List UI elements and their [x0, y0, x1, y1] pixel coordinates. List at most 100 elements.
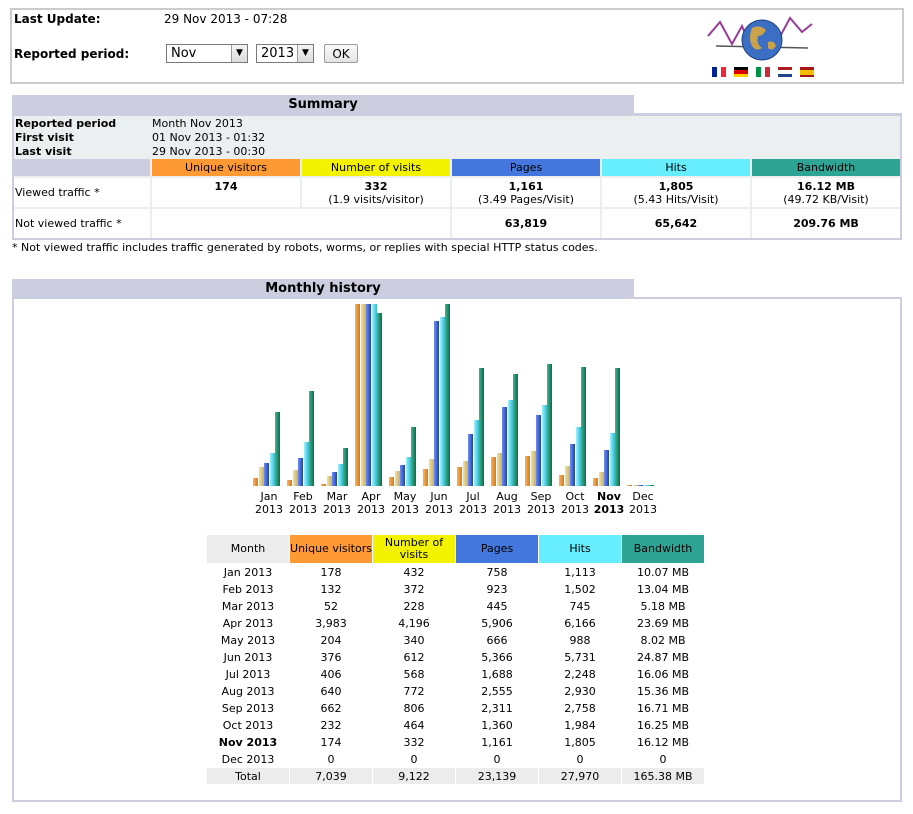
table-row: Jan 2013 178 432 758 1,113 10.07 MB [207, 564, 704, 580]
pages-cell: 1,161 [456, 734, 538, 750]
chart-year-label: 2013 [527, 503, 555, 516]
bandwidth-bar [343, 448, 348, 486]
unique-cell: 132 [290, 581, 372, 597]
viewed-visits-value: 332 [364, 180, 388, 193]
bandwidth-bar [309, 391, 314, 486]
visits-cell: 772 [373, 683, 455, 699]
hits-bar [371, 304, 377, 486]
last-visit-value: 29 Nov 2013 - 00:30 [152, 145, 266, 158]
total-visits-cell: 9,122 [373, 768, 455, 784]
visits-cell: 372 [373, 581, 455, 597]
unique-cell: 3,983 [290, 615, 372, 631]
unique-visitors-bar [355, 304, 360, 486]
total-pages-cell: 23,139 [456, 768, 538, 784]
table-row: Jun 2013 376 612 5,366 5,731 24.87 MB [207, 649, 704, 665]
monthly-chart-labels: Jan 2013 Feb 2013 Mar 2013 Apr 2013 May 2013 Jun 20… [250, 490, 664, 520]
pages-bar [298, 458, 303, 486]
chart-year-label: 2013 [561, 503, 589, 516]
col-unique-visitors: Unique visitors [290, 535, 372, 563]
total-month-cell: Total [207, 768, 289, 784]
viewed-visits-sub: (1.9 visits/visitor) [328, 193, 424, 206]
month-cell: Feb 2013 [207, 581, 289, 597]
chart-month-name: Mar [326, 490, 348, 503]
not-viewed-pages-cell: 63,819 [452, 209, 600, 238]
summary-header-blank [14, 159, 150, 176]
pages-cell: 1,360 [456, 717, 538, 733]
month-cell: Mar 2013 [207, 598, 289, 614]
hits-bar [405, 457, 411, 486]
ok-button[interactable]: OK [324, 44, 358, 63]
unique-cell: 174 [290, 734, 372, 750]
bandwidth-cell: 24.87 MB [622, 649, 704, 665]
flag-fr-icon[interactable] [712, 67, 727, 77]
unique-visitors-bar [457, 467, 462, 486]
flag-it-icon[interactable] [756, 67, 771, 77]
viewed-unique-cell: 174 [152, 178, 300, 207]
pages-cell: 5,366 [456, 649, 538, 665]
bandwidth-bar [649, 485, 654, 486]
not-viewed-hits-value: 65,642 [654, 217, 698, 230]
viewed-bandwidth-cell: 16.12 MB (49.72 KB/Visit) [752, 178, 900, 207]
pages-cell: 445 [456, 598, 538, 614]
visits-bar [394, 471, 400, 486]
month-cell: Jul 2013 [207, 666, 289, 682]
hits-cell: 6,166 [539, 615, 621, 631]
chart-month-name: Feb [293, 490, 313, 503]
pages-bar [332, 472, 337, 486]
month-select[interactable]: Nov ▼ [166, 44, 248, 63]
chart-year-label: 2013 [493, 503, 521, 516]
total-hits-cell: 27,970 [539, 768, 621, 784]
pages-cell: 1,688 [456, 666, 538, 682]
month-cell: Apr 2013 [207, 615, 289, 631]
hits-bar [473, 420, 479, 486]
flag-nl-icon[interactable] [778, 67, 792, 77]
not-viewed-bandwidth-cell: 209.76 MB [752, 209, 900, 238]
chart-month-label: Aug 2013 [490, 490, 524, 516]
table-total-row: Total 7,039 9,122 23,139 27,970 165.38 MB [207, 768, 704, 784]
visits-cell: 0 [373, 751, 455, 767]
viewed-hits-sub: (5.43 Hits/Visit) [633, 193, 719, 206]
bandwidth-cell: 16.12 MB [622, 734, 704, 750]
unique-visitors-bar [287, 480, 292, 486]
bandwidth-cell: 15.36 MB [622, 683, 704, 699]
hits-bar [541, 405, 547, 486]
summary-footnote: * Not viewed traffic includes traffic ge… [12, 241, 598, 254]
flag-de-icon[interactable] [734, 67, 748, 77]
month-cell: Jan 2013 [207, 564, 289, 580]
bandwidth-bar [275, 412, 280, 486]
visits-cell: 464 [373, 717, 455, 733]
unique-cell: 406 [290, 666, 372, 682]
unique-cell: 232 [290, 717, 372, 733]
summary-title: Summary [12, 95, 634, 115]
viewed-pages-sub: (3.49 Pages/Visit) [477, 193, 575, 206]
first-visit-label: First visit [15, 131, 74, 144]
hits-cell: 5,731 [539, 649, 621, 665]
unique-cell: 0 [290, 751, 372, 767]
monthly-history-title: Monthly history [12, 279, 634, 299]
flag-es-icon[interactable] [800, 67, 814, 77]
pages-cell: 923 [456, 581, 538, 597]
col-pages: Pages [456, 535, 538, 563]
chart-year-label: 2013 [323, 503, 351, 516]
col-bandwidth: Bandwidth [622, 535, 704, 563]
hits-cell: 745 [539, 598, 621, 614]
bandwidth-cell: 16.06 MB [622, 666, 704, 682]
hits-bar [609, 433, 615, 486]
awstats-logo-icon [707, 16, 813, 61]
visits-bar [598, 472, 604, 486]
hits-cell: 1,113 [539, 564, 621, 580]
chart-month-name: Apr [361, 490, 381, 503]
year-select[interactable]: 2013 ▼ [256, 44, 314, 63]
pages-cell: 666 [456, 632, 538, 648]
chart-month-name: Oct [565, 490, 585, 503]
pages-bar [502, 407, 507, 486]
hits-bar [269, 453, 275, 486]
hits-bar [507, 400, 513, 486]
month-select-value: Nov [171, 46, 197, 61]
pages-cell: 5,906 [456, 615, 538, 631]
chart-year-label: 2013 [255, 503, 283, 516]
bandwidth-cell: 16.25 MB [622, 717, 704, 733]
chart-month-label: Oct 2013 [558, 490, 592, 516]
reported-period-row-value: Month Nov 2013 [152, 117, 243, 130]
table-row: Jul 2013 406 568 1,688 2,248 16.06 MB [207, 666, 704, 682]
